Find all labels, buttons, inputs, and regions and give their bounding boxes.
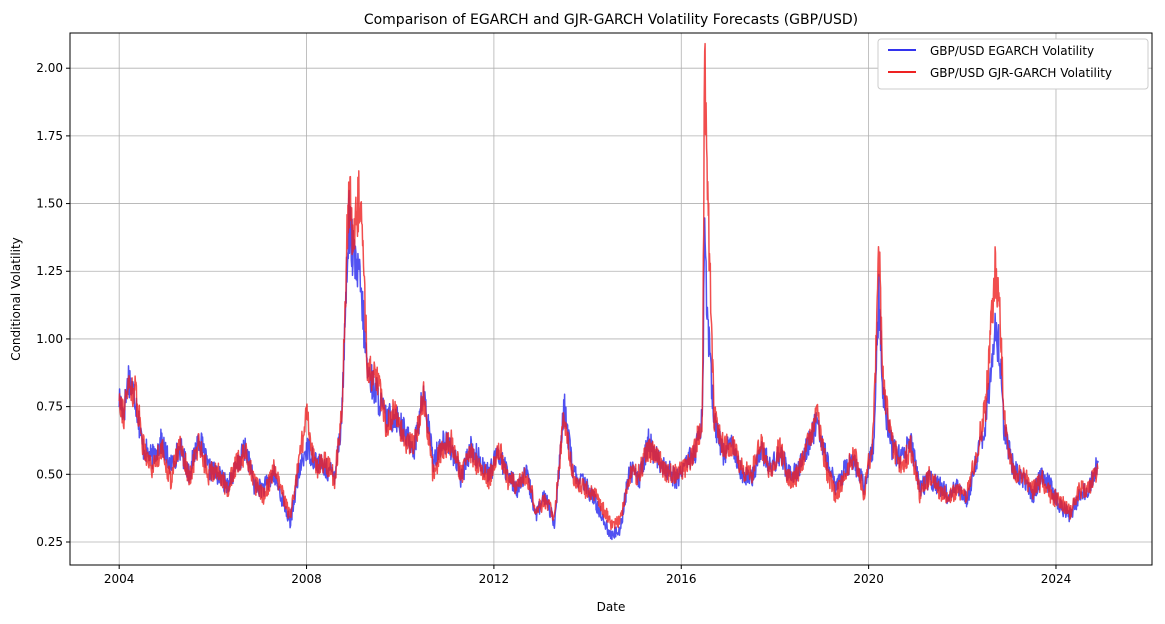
plot-frame bbox=[69, 32, 1153, 566]
y-tick-label: 0.75 bbox=[36, 400, 63, 414]
x-tick-label: 2024 bbox=[1041, 572, 1072, 586]
legend-label-egarch: GBP/USD EGARCH Volatility bbox=[930, 44, 1094, 58]
series-lines bbox=[118, 42, 1099, 541]
x-tick-label: 2004 bbox=[104, 572, 135, 586]
chart-title: Comparison of EGARCH and GJR-GARCH Volat… bbox=[364, 12, 858, 28]
x-tick-label: 2008 bbox=[291, 572, 322, 586]
ticks: 2004 2008 2012 2016 2020 2024 0.25 0.50 0.75 1.00… bbox=[36, 61, 1071, 586]
series-line-gjr bbox=[118, 42, 1099, 531]
y-tick-label: 1.50 bbox=[36, 197, 63, 211]
x-axis-label: Date bbox=[597, 600, 626, 614]
x-tick-label: 2016 bbox=[666, 572, 697, 586]
y-tick-label: 1.75 bbox=[36, 129, 63, 143]
y-axis-label: Conditional Volatility bbox=[9, 237, 23, 361]
y-tick-label: 0.25 bbox=[36, 535, 63, 549]
legend-box bbox=[877, 38, 1149, 90]
legend-label-gjr: GBP/USD GJR-GARCH Volatility bbox=[930, 66, 1112, 80]
y-tick-label: 2.00 bbox=[36, 61, 63, 75]
legend: GBP/USD EGARCH Volatility GBP/USD GJR-GA… bbox=[877, 38, 1149, 90]
y-tick-label: 1.00 bbox=[36, 332, 63, 346]
y-tick-label: 1.25 bbox=[36, 264, 63, 278]
x-tick-label: 2020 bbox=[853, 572, 884, 586]
y-tick-label: 0.50 bbox=[36, 467, 63, 481]
x-tick-label: 2012 bbox=[479, 572, 510, 586]
